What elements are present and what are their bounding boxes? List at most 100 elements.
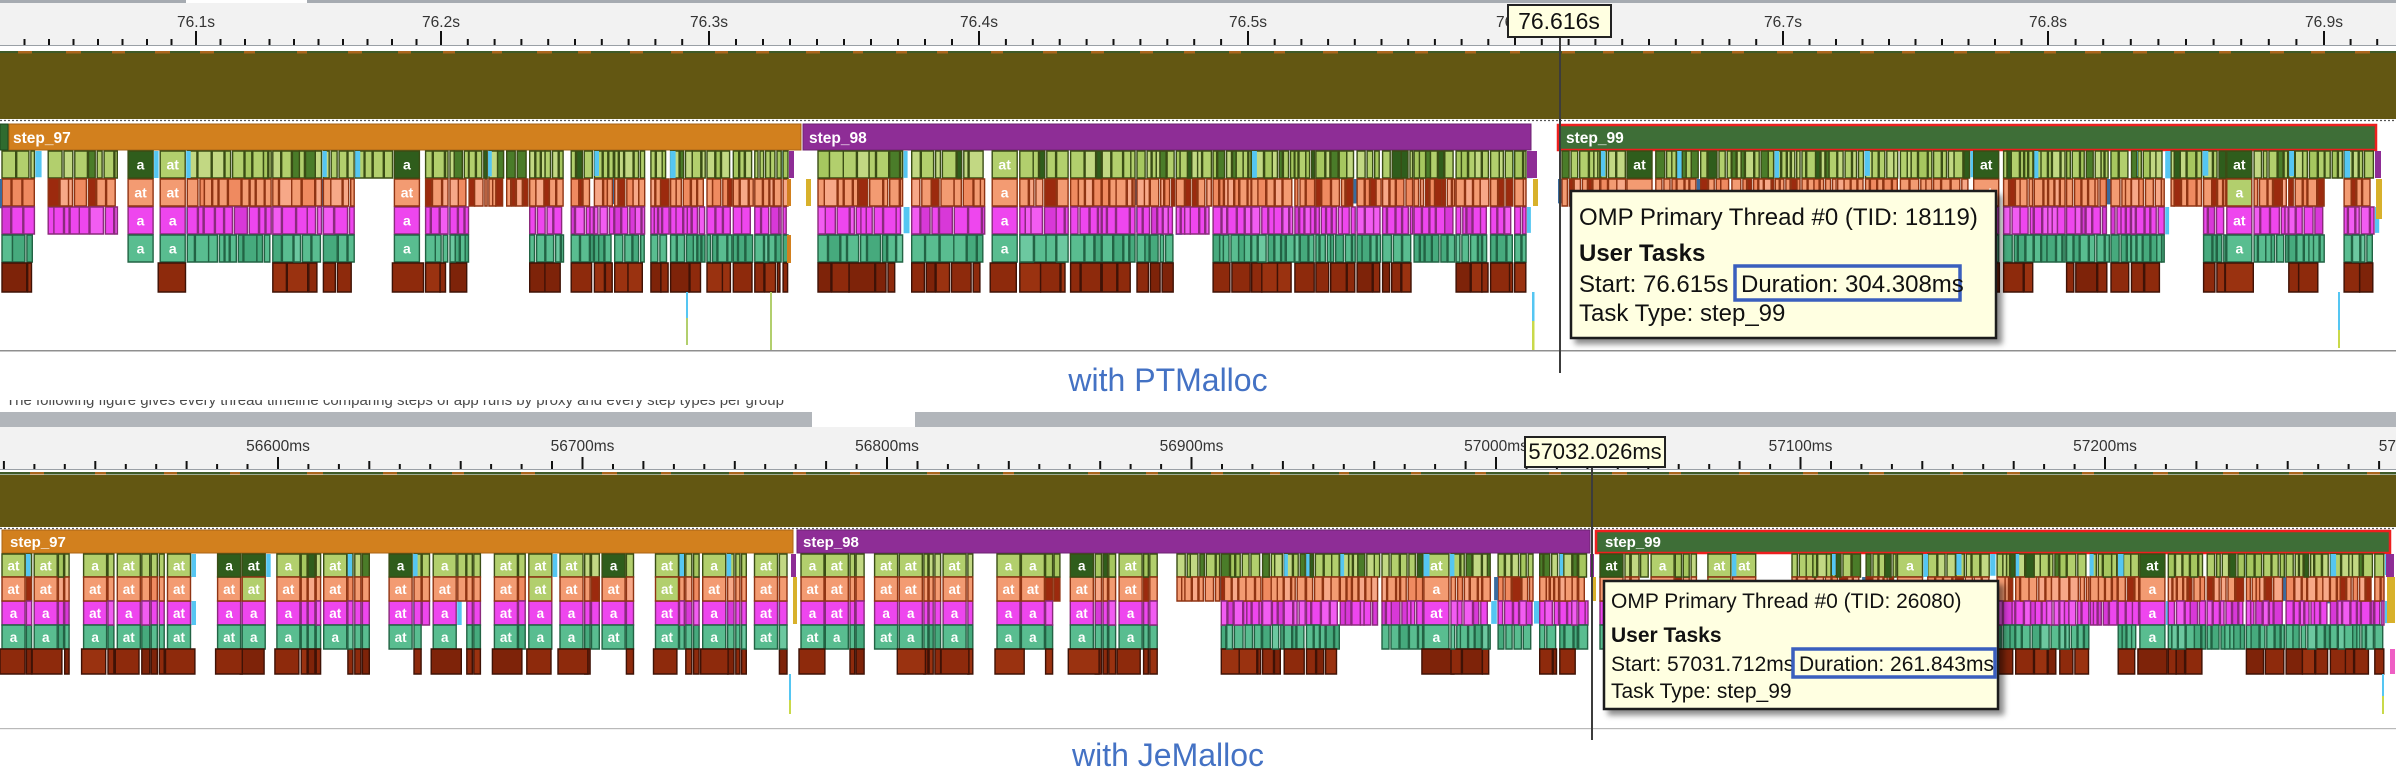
svg-text:a: a [2148, 605, 2156, 621]
svg-text:a: a [537, 606, 545, 621]
svg-text:a: a [42, 630, 50, 645]
svg-text:at: at [248, 582, 261, 597]
svg-text:a: a [285, 559, 293, 574]
svg-text:a: a [907, 630, 915, 645]
svg-text:76.8s: 76.8s [2029, 14, 2067, 31]
svg-text:at: at [248, 559, 261, 574]
svg-text:at: at [2233, 157, 2246, 173]
svg-text:at: at [282, 582, 295, 597]
svg-text:at: at [1076, 582, 1089, 597]
svg-text:at: at [7, 582, 20, 597]
svg-text:76.3s: 76.3s [690, 14, 728, 31]
svg-text:at: at [1076, 606, 1089, 621]
svg-text:at: at [880, 582, 893, 597]
svg-text:56900ms: 56900ms [1160, 438, 1224, 455]
svg-text:at: at [806, 630, 819, 645]
svg-text:at: at [708, 582, 721, 597]
svg-text:76.2s: 76.2s [422, 14, 460, 31]
svg-text:at: at [1980, 157, 1993, 173]
svg-text:a: a [441, 559, 449, 574]
svg-text:at: at [566, 582, 579, 597]
svg-text:a: a [1127, 606, 1135, 621]
svg-text:57000ms: 57000ms [1464, 438, 1528, 455]
svg-text:at: at [123, 582, 136, 597]
svg-text:a: a [1078, 559, 1086, 574]
svg-text:at: at [123, 559, 136, 574]
svg-text:a: a [225, 606, 233, 621]
svg-text:a: a [331, 630, 339, 645]
svg-text:a: a [2235, 241, 2243, 257]
svg-text:a: a [403, 157, 411, 173]
svg-text:at: at [661, 582, 674, 597]
svg-text:Task Type: step_99: Task Type: step_99 [1611, 680, 1792, 703]
svg-text:a: a [1127, 630, 1135, 645]
svg-text:a: a [250, 630, 258, 645]
svg-text:a: a [1005, 606, 1013, 621]
svg-text:at: at [760, 559, 773, 574]
svg-text:at: at [173, 559, 186, 574]
svg-text:Task Type: step_99: Task Type: step_99 [1579, 300, 1785, 327]
svg-text:at: at [1713, 559, 1726, 574]
svg-text:at: at [89, 582, 102, 597]
svg-text:a: a [169, 213, 177, 229]
svg-text:at: at [173, 606, 186, 621]
svg-text:at: at [500, 582, 513, 597]
svg-text:at: at [173, 582, 186, 597]
svg-text:at: at [2233, 213, 2246, 229]
svg-text:at: at [134, 185, 147, 201]
svg-text:57200ms: 57200ms [2073, 438, 2137, 455]
svg-text:Duration: 304.308ms: Duration: 304.308ms [1741, 271, 1964, 298]
svg-text:step_99: step_99 [1566, 130, 1624, 147]
svg-text:57032.026ms: 57032.026ms [1528, 439, 1661, 464]
svg-text:a: a [568, 630, 576, 645]
svg-text:at: at [831, 582, 844, 597]
svg-text:a: a [91, 559, 99, 574]
svg-text:a: a [1433, 581, 1441, 597]
svg-text:at: at [395, 630, 408, 645]
svg-text:Duration: 261.843ms: Duration: 261.843ms [1799, 653, 1994, 676]
svg-text:76.5s: 76.5s [1229, 14, 1267, 31]
svg-text:a: a [882, 606, 890, 621]
svg-text:a: a [1001, 241, 1009, 257]
svg-text:at: at [329, 606, 342, 621]
svg-text:at: at [566, 559, 579, 574]
svg-text:at: at [395, 582, 408, 597]
svg-text:a: a [568, 606, 576, 621]
svg-text:a: a [710, 559, 718, 574]
svg-text:a: a [1005, 559, 1013, 574]
svg-text:Start: 57031.712ms: Start: 57031.712ms [1611, 653, 1794, 676]
svg-text:a: a [250, 606, 258, 621]
svg-text:step_99: step_99 [1605, 534, 1661, 551]
svg-text:Start: 76.615s: Start: 76.615s [1579, 271, 1728, 298]
svg-text:a: a [137, 213, 145, 229]
svg-text:User Tasks: User Tasks [1579, 240, 1705, 267]
svg-text:at: at [1633, 157, 1646, 173]
svg-text:a: a [809, 606, 817, 621]
svg-text:a: a [1906, 558, 1914, 574]
svg-text:at: at [1430, 558, 1443, 574]
svg-text:a: a [137, 241, 145, 257]
svg-text:at: at [2146, 558, 2159, 574]
svg-text:at: at [223, 582, 236, 597]
svg-text:76.7s: 76.7s [1764, 14, 1802, 31]
svg-text:at: at [167, 157, 180, 173]
svg-text:at: at [1605, 559, 1618, 574]
svg-text:at: at [7, 559, 20, 574]
svg-text:a: a [10, 606, 18, 621]
svg-text:a: a [809, 559, 817, 574]
svg-text:a: a [225, 559, 233, 574]
svg-text:a: a [951, 606, 959, 621]
svg-text:User Tasks: User Tasks [1611, 624, 1722, 647]
svg-text:a: a [1001, 185, 1009, 201]
svg-text:a: a [1005, 630, 1013, 645]
svg-text:76.616s: 76.616s [1518, 8, 1600, 34]
svg-text:at: at [608, 630, 621, 645]
svg-text:at: at [1738, 559, 1751, 574]
svg-text:a: a [2235, 185, 2243, 201]
svg-text:56600ms: 56600ms [246, 438, 310, 455]
svg-text:at: at [1125, 582, 1138, 597]
svg-text:a: a [1029, 606, 1037, 621]
svg-text:76.4s: 76.4s [960, 14, 998, 31]
svg-text:at: at [500, 630, 513, 645]
svg-text:at: at [831, 559, 844, 574]
